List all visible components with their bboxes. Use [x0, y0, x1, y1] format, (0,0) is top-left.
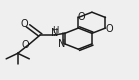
Text: O: O — [105, 24, 113, 34]
Text: O: O — [21, 19, 28, 29]
Text: O: O — [22, 40, 29, 50]
Text: N: N — [51, 28, 58, 38]
Text: O: O — [78, 12, 86, 22]
Text: H: H — [52, 26, 58, 35]
Text: N: N — [58, 39, 66, 49]
